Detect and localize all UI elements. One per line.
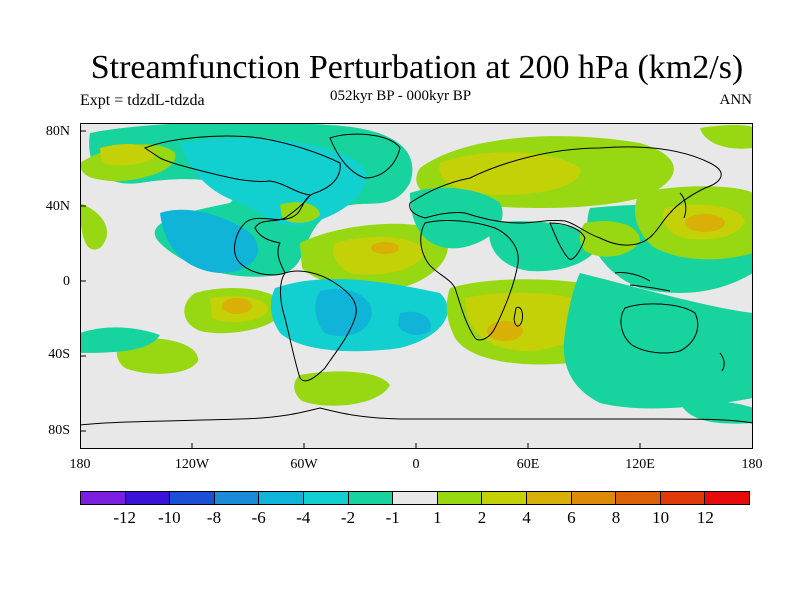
contour-region	[563, 273, 753, 409]
colorbar-label: -2	[340, 508, 356, 527]
africa-outline	[420, 220, 519, 341]
lon-label-120e: 120E	[625, 457, 655, 472]
lon-label-60e: 60E	[516, 457, 540, 472]
coastlines	[80, 133, 753, 426]
map-panel	[80, 123, 753, 449]
contour-region	[398, 311, 431, 335]
madagascar-outline	[513, 306, 523, 327]
contour-fills	[80, 123, 753, 424]
colorbar-label: -10	[157, 508, 181, 527]
colorbar-swatch	[259, 492, 304, 504]
contour-region	[680, 400, 753, 424]
colorbar-swatch	[393, 492, 438, 504]
south-america-outline	[280, 270, 357, 382]
indonesia-outline	[614, 272, 671, 292]
colorbar-label: -4	[296, 508, 311, 527]
contour-region	[410, 187, 503, 249]
plot-title: Streamfunction Perturbation at 200 hPa (…	[90, 49, 744, 86]
lat-label-40n: 40N	[45, 199, 70, 214]
experiment-label: Expt = tdzdL-tdzda	[80, 92, 205, 109]
lon-label-60w: 60W	[290, 457, 318, 472]
contour-region	[80, 327, 160, 353]
lat-label-80n: 80N	[45, 124, 70, 139]
colorbar-label: 10	[652, 508, 670, 527]
season-label: ANN	[719, 92, 753, 108]
colorbar-swatch	[170, 492, 215, 504]
contour-region	[333, 236, 425, 275]
contour-region	[294, 371, 390, 406]
colorbar-label: 2	[477, 508, 487, 527]
contour-region	[80, 203, 108, 250]
lon-label-120w: 120W	[174, 457, 210, 472]
map-svg	[80, 123, 753, 449]
contour-region	[487, 321, 523, 341]
colorbar-swatch	[125, 492, 171, 504]
new-zealand-outline	[719, 352, 725, 372]
lat-label-0: 0	[63, 274, 70, 289]
colorbar-label: 8	[611, 508, 621, 527]
plot-subtitle: 052kyr BP - 000kyr BP	[330, 88, 472, 104]
colorbar-label: 1	[433, 508, 442, 527]
colorbar-label: -6	[251, 508, 266, 527]
colorbar-label: -12	[113, 508, 136, 527]
colorbar-label: -8	[206, 508, 222, 527]
contour-region	[439, 152, 581, 195]
colorbar-swatch	[81, 492, 126, 504]
eurasia-outline	[409, 146, 722, 246]
colorbar-swatch	[705, 492, 749, 504]
contour-region	[315, 289, 372, 337]
colorbar-label: -1	[385, 508, 400, 527]
colorbar-swatch	[482, 492, 527, 504]
australia-outline	[620, 303, 699, 354]
colorbar-swatch	[348, 492, 394, 504]
colorbar-label: 12	[696, 508, 714, 527]
lon-label-180w: 180	[69, 457, 91, 472]
contour-region	[685, 214, 725, 232]
colorbar-swatch	[303, 492, 349, 504]
colorbar-swatch	[616, 492, 661, 504]
japan-outline	[679, 192, 687, 219]
colorbar-swatch	[437, 492, 483, 504]
colorbar-label: 4	[522, 508, 531, 527]
colorbar-label: 6	[567, 508, 576, 527]
lon-label-180e: 180	[741, 457, 763, 472]
antarctica-outline	[80, 407, 753, 426]
contour-region	[80, 393, 307, 424]
contour-region	[160, 209, 259, 273]
contour-region	[371, 242, 399, 254]
colorbar-swatch	[214, 492, 260, 504]
lon-label-0: 0	[412, 457, 420, 472]
contour-region	[579, 221, 640, 257]
contour-region	[700, 124, 753, 149]
colorbar-swatch	[571, 492, 617, 504]
india-outline	[549, 222, 586, 260]
greenland-outline	[329, 133, 401, 179]
lat-label-80s: 80S	[48, 423, 70, 438]
axis-ticks	[80, 130, 641, 449]
contour-region	[100, 143, 155, 166]
colorbar	[80, 491, 750, 505]
contour-region	[222, 298, 252, 314]
colorbar-swatch	[660, 492, 706, 504]
lat-label-40s: 40S	[48, 347, 70, 362]
north-america-outline	[143, 135, 341, 276]
colorbar-swatch	[526, 492, 572, 504]
